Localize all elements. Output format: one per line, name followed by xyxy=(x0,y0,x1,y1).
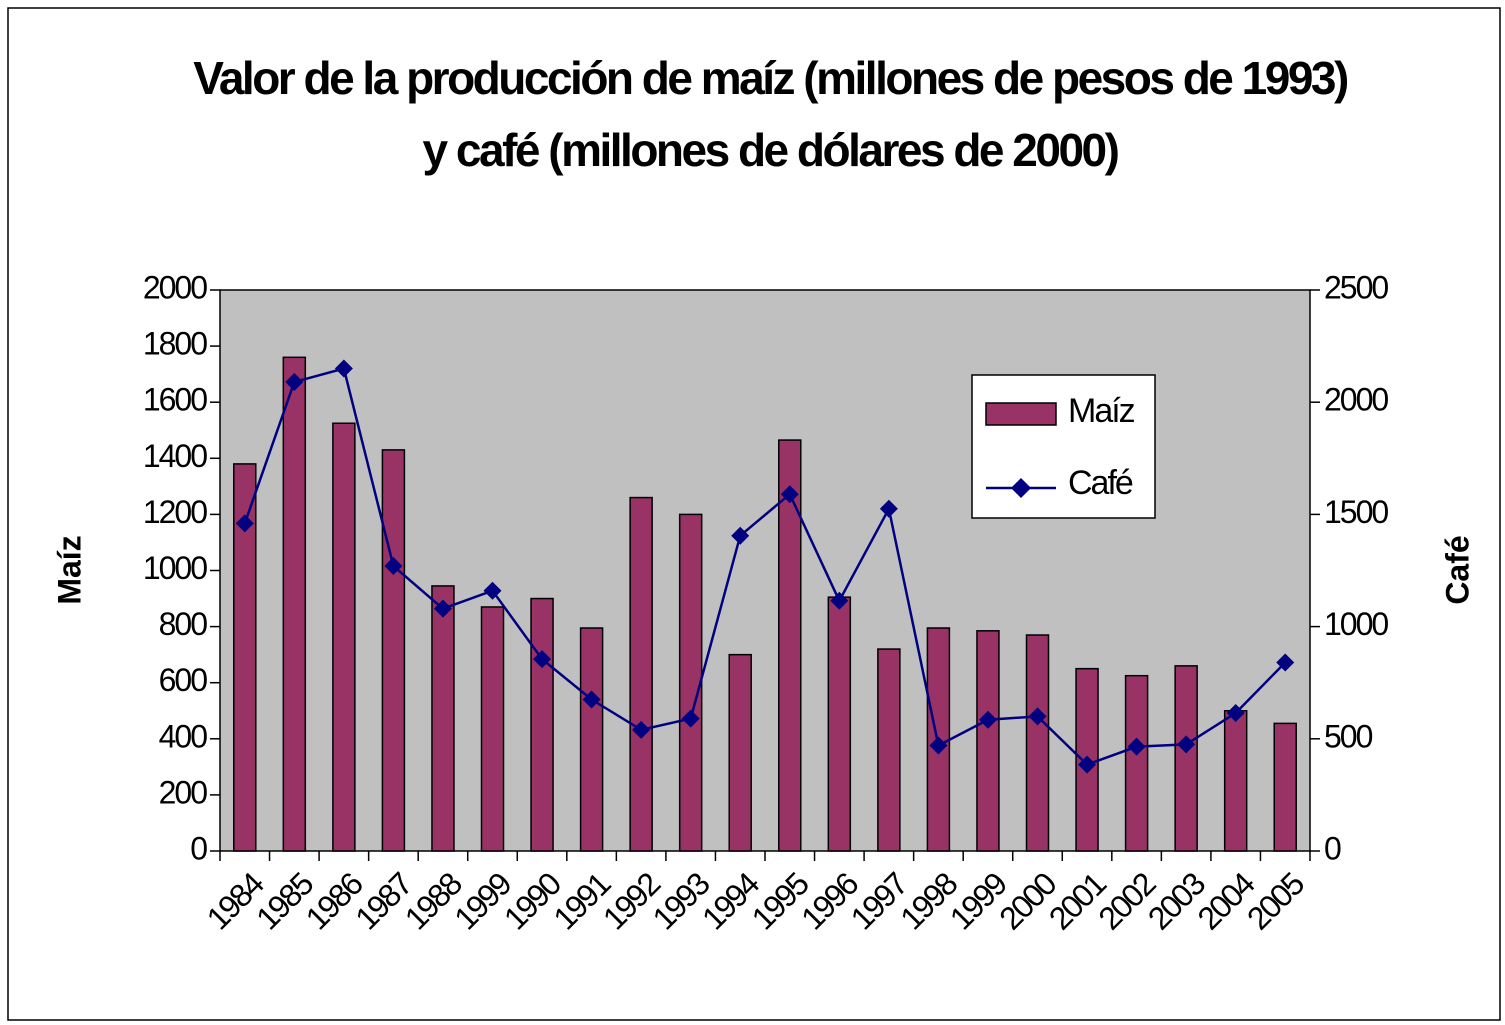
bar xyxy=(1223,710,1248,852)
bar xyxy=(678,513,703,852)
y-tick-label: 1400 xyxy=(143,438,207,474)
line xyxy=(243,366,1287,767)
line-marker xyxy=(632,720,651,739)
bar xyxy=(530,597,554,852)
bar xyxy=(1273,722,1297,852)
line-marker xyxy=(1127,737,1146,756)
chart-title: Valor de la producción de maíz (millones… xyxy=(193,52,1349,176)
line-marker xyxy=(235,514,254,533)
line-marker xyxy=(978,710,997,729)
bar xyxy=(381,449,406,852)
y-tick-label: 1200 xyxy=(143,494,207,530)
line-marker xyxy=(334,359,353,378)
legend-marker xyxy=(1011,478,1031,498)
y-axis-title: Maíz xyxy=(51,535,87,604)
y2-axis-title: Café xyxy=(1439,535,1475,604)
bar xyxy=(431,585,455,852)
y-tick-label: 400 xyxy=(159,718,208,754)
bar xyxy=(1174,665,1198,852)
x-tick-label: 2005 xyxy=(1240,866,1311,937)
bar xyxy=(976,630,1000,852)
bar xyxy=(629,496,653,852)
y-tick-label: 600 xyxy=(159,662,208,698)
y-tick-label: 2000 xyxy=(143,269,207,305)
y-tick-label: 1600 xyxy=(143,382,207,418)
line-marker xyxy=(1177,735,1196,754)
y-tick-label: 200 xyxy=(159,774,208,810)
bar xyxy=(1025,634,1050,852)
line-marker xyxy=(929,736,948,755)
y2-tick-label: 2500 xyxy=(1324,269,1388,305)
line-marker xyxy=(830,591,849,610)
bar xyxy=(233,463,257,852)
legend-swatch xyxy=(985,402,1057,426)
bar xyxy=(827,596,852,852)
legend-label: Maíz xyxy=(1068,392,1135,430)
line-marker xyxy=(433,599,452,618)
line-marker xyxy=(1028,707,1047,726)
legend-label: Café xyxy=(1068,464,1133,502)
line-marker xyxy=(483,581,502,600)
line-marker xyxy=(1226,703,1245,722)
y-tick-label: 1000 xyxy=(143,550,207,586)
bar xyxy=(728,653,752,852)
y2-tick-label: 500 xyxy=(1324,718,1373,754)
bar xyxy=(778,439,802,852)
line-marker xyxy=(780,485,799,504)
y-tick-label: 0 xyxy=(190,830,207,866)
bar xyxy=(282,356,307,852)
bar xyxy=(480,606,505,852)
line-marker xyxy=(1276,653,1295,672)
bar xyxy=(877,648,901,852)
line-marker xyxy=(879,499,898,518)
y2-tick-label: 2000 xyxy=(1324,382,1388,418)
line-marker xyxy=(681,709,700,728)
line-marker xyxy=(533,650,552,669)
y2-tick-label: 1000 xyxy=(1324,606,1388,642)
y2-tick-label: 1500 xyxy=(1324,494,1388,530)
bar xyxy=(1124,674,1149,852)
bar xyxy=(332,422,356,852)
bar xyxy=(579,627,604,852)
line-marker xyxy=(582,690,601,709)
legend-box xyxy=(971,374,1156,519)
y-tick-label: 800 xyxy=(159,606,208,642)
chart-border xyxy=(7,7,1501,1021)
line-marker xyxy=(1078,755,1097,774)
y2-tick-label: 0 xyxy=(1324,830,1341,866)
y-tick-label: 1800 xyxy=(143,326,207,362)
line-marker xyxy=(384,557,403,576)
line-marker xyxy=(731,526,750,545)
line-marker xyxy=(285,373,304,392)
